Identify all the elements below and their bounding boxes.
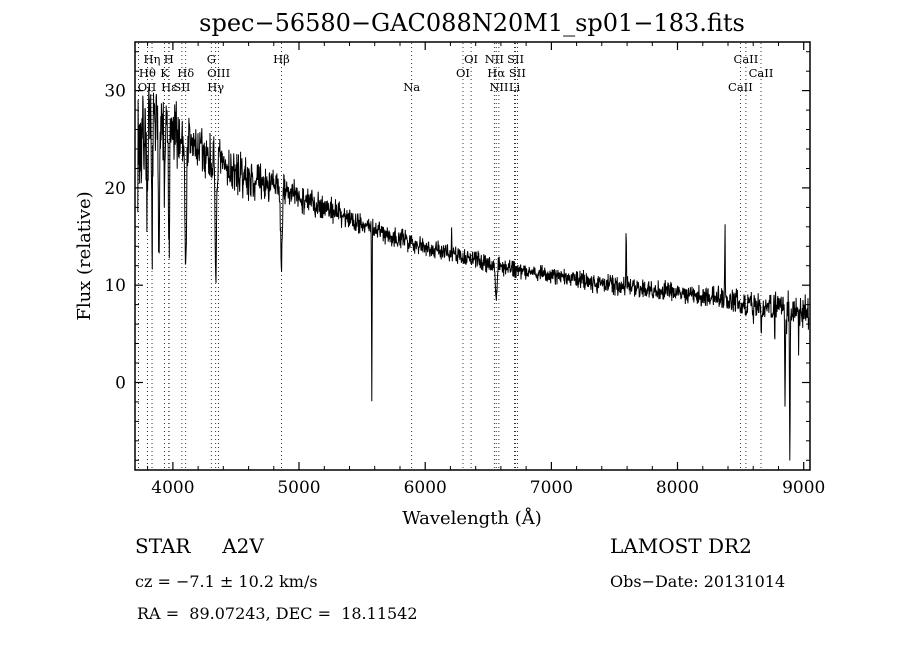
spectral-line-label: CaII	[728, 80, 753, 94]
obs-date-text: Obs−Date: 20131014	[610, 572, 785, 591]
spectral-line-label: Hε	[161, 80, 177, 94]
spectral-line-label: Hβ	[273, 52, 290, 66]
plot-frame	[134, 41, 811, 471]
y-tick-label: 20	[104, 179, 126, 199]
spectral-line-label: Na	[403, 80, 420, 94]
spectral-line-label: G	[207, 52, 216, 66]
spectral-line-label: H	[164, 52, 174, 66]
cz-text: cz = −7.1 ± 10.2 km/s	[135, 572, 318, 591]
spectral-line-label: CaII	[734, 52, 759, 66]
x-tick-label: 4000	[151, 478, 194, 498]
spectral-line-label: K	[160, 66, 169, 80]
spectral-line-label: SII	[509, 66, 526, 80]
spectral-line-label: OI	[456, 66, 470, 80]
y-tick-label: 0	[115, 373, 126, 393]
spectral-line-label: CaII	[749, 66, 774, 80]
spectral-line-label: OI	[464, 52, 478, 66]
spectrum-trace	[137, 86, 810, 461]
x-tick-label: 9000	[782, 478, 825, 498]
y-tick-label: 10	[104, 276, 126, 296]
survey-text: LAMOST DR2	[610, 534, 752, 558]
spectral-line-label: Hα	[487, 66, 505, 80]
x-tick-label: 7000	[530, 478, 573, 498]
x-axis-label: Wavelength (Å)	[402, 507, 542, 529]
classification-text: STAR A2V	[135, 534, 264, 558]
x-tick-label: 6000	[404, 478, 447, 498]
y-axis-label: Flux (relative)	[74, 191, 95, 320]
spectral-line-label: NII	[489, 80, 508, 94]
x-tick-label: 5000	[277, 478, 320, 498]
spectral-line-label: OII	[138, 80, 157, 94]
chart-title: spec−56580−GAC088N20M1_sp01−183.fits	[199, 9, 745, 37]
y-tick-label: 30	[104, 82, 126, 102]
spectral-line-label: Hγ	[207, 80, 224, 94]
ra-dec-text: RA = 89.07243, DEC = 18.11542	[137, 604, 418, 623]
spectral-line-label: Hδ	[177, 66, 194, 80]
spectral-line-label: OIII	[207, 66, 230, 80]
spectral-line-label: Hθ	[139, 66, 156, 80]
spectral-line-label: Li	[509, 80, 521, 94]
x-tick-label: 8000	[656, 478, 699, 498]
spectral-line-label: NII	[485, 52, 504, 66]
spectral-line-label: SII	[173, 80, 190, 94]
spectral-line-label: Hη	[144, 52, 161, 66]
spectral-line-label: SII	[507, 52, 524, 66]
